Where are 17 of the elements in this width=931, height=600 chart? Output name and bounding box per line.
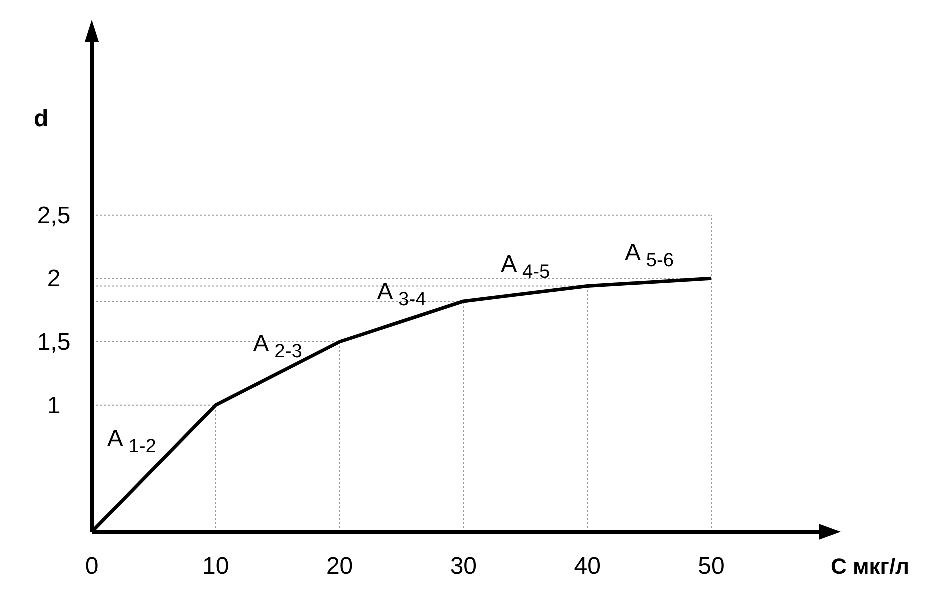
x-tick-label: 30 (450, 553, 478, 580)
x-tick-label: 10 (202, 553, 230, 580)
y-axis-title: d (34, 106, 49, 133)
x-axis-title: С мкг/л (831, 554, 910, 579)
x-tick-label: 0 (85, 553, 99, 580)
x-tick-label: 20 (326, 553, 354, 580)
x-tick-label: 40 (574, 553, 601, 580)
y-tick-label: 2 (47, 266, 61, 293)
annotation: A $_{1-2}$ (107, 426, 156, 458)
y-tick-label: 1 (47, 392, 61, 420)
y-tick-label: 1,5 (37, 329, 71, 356)
annotation: A $_{3-4}$ (377, 278, 427, 310)
annotation: A $_{4-5}$ (501, 250, 550, 283)
x-tick-label: 50 (698, 553, 725, 580)
y-tick-label: 2,5 (37, 202, 71, 230)
annotation: A $_{5-6}$ (624, 239, 674, 272)
annotation: A $_{2-3}$ (253, 330, 302, 362)
